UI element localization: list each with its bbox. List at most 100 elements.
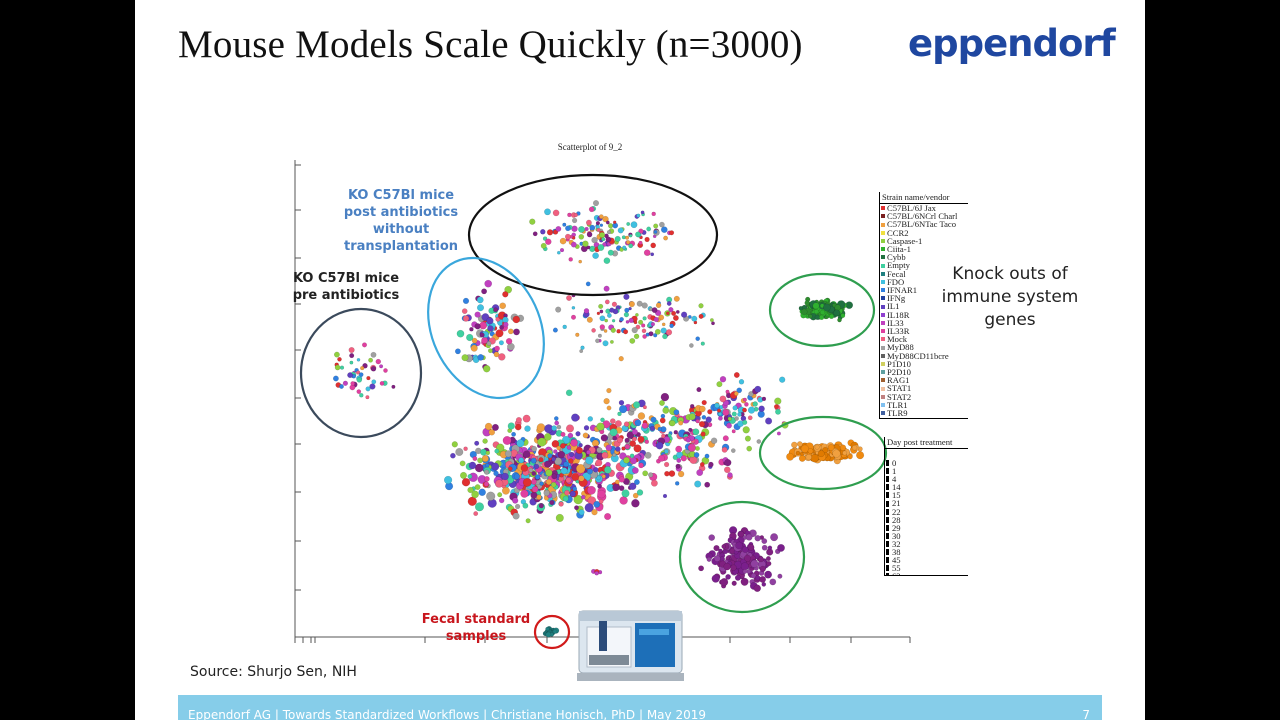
scatterplot: Scatterplot of 9_2: [294, 142, 911, 650]
scatter-point: [560, 467, 568, 475]
scatter-point: [644, 236, 650, 243]
scatter-point: [638, 319, 644, 325]
legend-day-entry: 32: [886, 540, 968, 548]
scatter-point: [630, 457, 637, 465]
scatter-point: [774, 397, 782, 405]
scatter-point: [637, 412, 646, 420]
scatter-point: [502, 291, 509, 298]
scatter-point: [640, 210, 645, 215]
legend-day-label: 29: [892, 522, 901, 533]
scatter-point: [583, 425, 590, 431]
scatter-point: [636, 213, 641, 218]
scatter-point: [501, 472, 509, 481]
label-knock-outs: Knock outs of immune system genes: [935, 263, 1085, 332]
legend-strain-entry: IL33: [880, 317, 968, 328]
scatter-point: [660, 392, 670, 402]
scatter-point: [495, 329, 504, 338]
legend-strain-label: STAT1: [887, 383, 912, 394]
scatter-point: [586, 231, 593, 238]
legend-strain-label: RAG1: [887, 375, 910, 386]
scatter-point: [753, 584, 761, 592]
scatter-point: [499, 302, 507, 310]
scatter-point: [444, 475, 453, 485]
scatter-point: [470, 344, 478, 352]
scatter-point: [472, 456, 478, 461]
legend-day-label: 38: [892, 547, 901, 558]
scatter-point: [578, 225, 585, 233]
scatter-point: [477, 457, 483, 464]
footer-text: Eppendorf AG | Towards Standardized Work…: [188, 708, 706, 720]
scatter-point: [731, 411, 737, 417]
scatter-point: [603, 466, 612, 474]
legend-swatch: [881, 271, 885, 276]
scatter-point: [451, 441, 458, 448]
scatter-point: [798, 306, 804, 311]
scatter-point: [605, 220, 610, 225]
scatter-point: [633, 479, 640, 485]
legend-day-label: 1: [892, 466, 897, 477]
scatter-point: [747, 406, 756, 414]
scatter-point: [662, 333, 668, 340]
scatter-point: [770, 533, 779, 542]
scatter-point: [651, 479, 658, 487]
eppendorf-logo: eppendorf: [908, 22, 1116, 65]
scatter-point: [474, 440, 480, 446]
scatter-point: [617, 227, 624, 234]
scatter-point: [725, 574, 731, 580]
legend-strain-label: Ciita-1: [887, 244, 911, 255]
lbl-ko-post-line: KO C57Bl mice: [347, 188, 455, 203]
scatter-point: [735, 541, 743, 550]
scatter-point: [487, 325, 494, 332]
scatter-point: [602, 340, 609, 347]
scatter-point: [369, 383, 376, 390]
scatter-point: [365, 395, 370, 400]
scatter-point: [556, 250, 561, 255]
legend-swatch: [881, 214, 885, 219]
scatter-point: [486, 317, 494, 325]
scatter-point: [711, 321, 715, 326]
scatter-point: [842, 450, 848, 456]
scatter-point: [713, 544, 720, 552]
scatter-point: [545, 478, 553, 486]
scatter-point: [660, 413, 666, 419]
legend-strain-entry: IL1: [880, 302, 968, 311]
legend-swatch: [881, 304, 885, 309]
scatter-point: [359, 393, 364, 398]
scatter-point: [599, 315, 606, 322]
scatter-point: [738, 379, 745, 385]
scatter-point: [675, 445, 683, 453]
legend-strain-label: IL33: [887, 317, 904, 328]
scatter-point: [659, 221, 665, 228]
scatter-point: [454, 348, 461, 355]
scatter-point: [565, 389, 573, 397]
scatter-point: [814, 314, 820, 320]
legend-swatch: [886, 508, 889, 515]
scatter-point: [551, 456, 556, 462]
scatter-point: [628, 243, 634, 249]
scatter-point: [813, 308, 819, 314]
scatter-point: [713, 555, 721, 562]
scatter-point: [801, 308, 808, 316]
scatter-point: [518, 457, 525, 464]
scatter-point: [797, 441, 803, 447]
scatter-point: [604, 513, 612, 521]
scatter-point: [663, 461, 670, 468]
legend-day: Day post treatment 0 1 4 14 15 21 22 28 29 30 32 38…: [884, 437, 968, 576]
scatter-point: [742, 419, 748, 425]
scatter-point: [628, 306, 632, 311]
legend-swatch: [881, 206, 885, 211]
scatter-point: [722, 408, 730, 416]
scatter-point: [595, 459, 603, 467]
legend-strain-entry: Mock: [880, 335, 968, 344]
scatter-point: [477, 354, 485, 361]
scatter-point: [337, 356, 342, 362]
scatter-point: [644, 451, 652, 459]
scatter-point: [623, 456, 630, 464]
scatter-point: [589, 224, 596, 231]
legend-strain-entry: FDO: [880, 277, 968, 286]
scatter-point: [595, 338, 600, 344]
scatter-point: [529, 218, 536, 225]
legend-strain-label: IL18R: [887, 309, 910, 320]
scatter-point: [621, 446, 626, 451]
scatter-point: [669, 323, 674, 329]
